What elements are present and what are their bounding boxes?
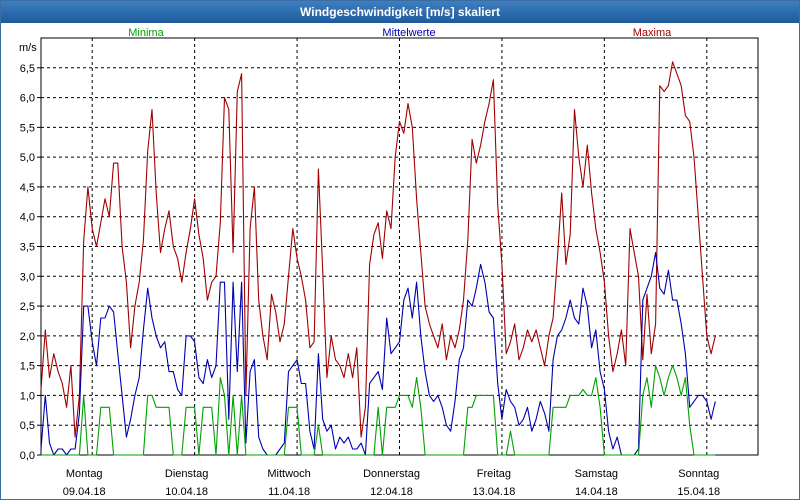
- y-tick-label: 3,0: [20, 271, 35, 283]
- series-line-mittelwerte: [40, 251, 716, 456]
- x-date-label: 14.04.18: [575, 486, 618, 498]
- x-date-label: 12.04.18: [370, 486, 413, 498]
- x-date-label: 10.04.18: [165, 486, 208, 498]
- y-tick-label: 6,5: [20, 63, 35, 75]
- y-tick-label: 1,0: [20, 390, 35, 402]
- x-day-label: Donnerstag: [363, 468, 420, 480]
- x-date-label: 15.04.18: [677, 486, 720, 498]
- legend-maxima: Maxima: [633, 27, 672, 39]
- x-day-label: Mittwoch: [267, 468, 310, 480]
- y-tick-label: 6,0: [20, 93, 35, 105]
- x-day-label: Samstag: [575, 468, 618, 480]
- y-tick-label: 0,5: [20, 420, 35, 432]
- x-day-label: Montag: [66, 468, 103, 480]
- y-tick-label: 4,5: [20, 182, 35, 194]
- x-date-label: 13.04.18: [473, 486, 516, 498]
- x-day-label: Dienstag: [165, 468, 208, 480]
- x-day-label: Sonntag: [678, 468, 719, 480]
- y-axis-label: m/s: [19, 42, 37, 54]
- y-tick-label: 5,0: [20, 152, 35, 164]
- window-title: Windgeschwindigkeit [m/s] skaliert: [1, 1, 799, 23]
- y-tick-label: 4,0: [20, 212, 35, 224]
- y-tick-label: 0,0: [20, 450, 35, 462]
- x-day-label: Freitag: [477, 468, 511, 480]
- y-tick-label: 5,5: [20, 122, 35, 134]
- y-tick-label: 2,5: [20, 301, 35, 313]
- x-date-label: 09.04.18: [63, 486, 106, 498]
- wind-speed-chart: 0,0 0,5 1,0 1,5 2,0 2,5 3,0 3,5 4,0 4,5 5,0 5,5 6,0 6…: [19, 27, 759, 498]
- y-tick-label: 1,5: [20, 361, 35, 373]
- y-tick-label: 3,5: [20, 242, 35, 254]
- series-line-maxima: [40, 61, 716, 438]
- x-date-label: 11.04.18: [268, 486, 310, 498]
- series-line-minima: [41, 365, 716, 456]
- legend-mittelwerte: Mittelwerte: [382, 27, 435, 39]
- y-tick-label: 2,0: [20, 331, 35, 343]
- legend-minima: Minima: [128, 27, 164, 39]
